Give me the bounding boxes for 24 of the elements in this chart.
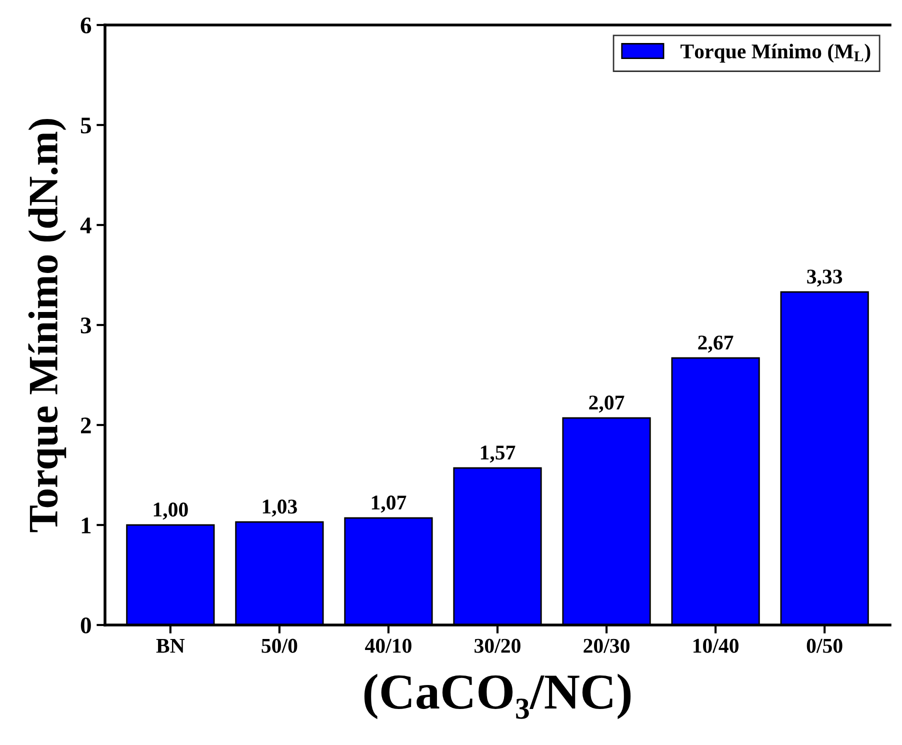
x-tick-label: 20/30 xyxy=(584,638,630,653)
y-tick-label: 1 xyxy=(82,518,91,534)
data-label: 1,57 xyxy=(480,446,516,463)
x-axis-title: (CaCO₃/NC) xyxy=(364,674,631,720)
y-tick-label: 0 xyxy=(80,617,91,634)
data-label: 2,07 xyxy=(589,396,624,413)
x-tick-label: 0/50 xyxy=(806,638,842,653)
x-tick-label: BN xyxy=(156,639,185,653)
y-tick-label: 5 xyxy=(80,118,91,134)
y-tick-label: 3 xyxy=(80,318,91,334)
data-label: 1,07 xyxy=(372,496,406,513)
data-label: 2,67 xyxy=(698,336,734,353)
y-tick-label: 4 xyxy=(80,218,92,234)
x-tick-label: 40/10 xyxy=(365,638,412,653)
y-tick-label: 6 xyxy=(80,18,92,34)
data-label: 1,00 xyxy=(154,502,188,520)
data-label: 3,33 xyxy=(807,270,842,287)
x-tick-label: 10/40 xyxy=(694,638,738,653)
y-axis-title: Torque Mínimo (dN.m) xyxy=(28,119,66,532)
y-tick-label: 2 xyxy=(80,418,91,434)
legend-label: Torque Mínimo (M$_{L}$) xyxy=(680,44,870,63)
data-label: 1,03 xyxy=(262,500,297,517)
x-tick-label: 50/0 xyxy=(262,638,298,653)
x-tick-label: 30/20 xyxy=(474,638,520,653)
